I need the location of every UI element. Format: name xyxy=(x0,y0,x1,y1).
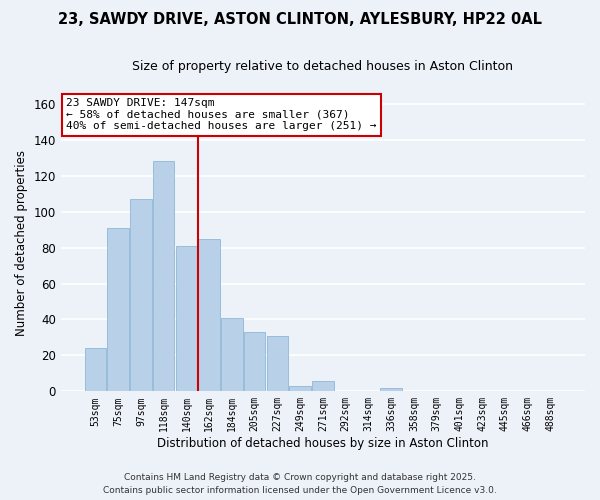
Bar xyxy=(107,228,129,392)
Bar xyxy=(244,332,265,392)
Bar xyxy=(312,380,334,392)
Bar xyxy=(85,348,106,392)
Bar xyxy=(130,199,152,392)
Bar xyxy=(221,318,243,392)
Title: Size of property relative to detached houses in Aston Clinton: Size of property relative to detached ho… xyxy=(133,60,514,73)
Bar xyxy=(176,246,197,392)
Text: 23 SAWDY DRIVE: 147sqm
← 58% of detached houses are smaller (367)
40% of semi-de: 23 SAWDY DRIVE: 147sqm ← 58% of detached… xyxy=(66,98,377,131)
Bar xyxy=(289,386,311,392)
Bar xyxy=(199,238,220,392)
Bar xyxy=(153,162,175,392)
Text: Contains HM Land Registry data © Crown copyright and database right 2025.
Contai: Contains HM Land Registry data © Crown c… xyxy=(103,474,497,495)
Bar xyxy=(380,388,402,392)
X-axis label: Distribution of detached houses by size in Aston Clinton: Distribution of detached houses by size … xyxy=(157,437,488,450)
Bar xyxy=(266,336,288,392)
Text: 23, SAWDY DRIVE, ASTON CLINTON, AYLESBURY, HP22 0AL: 23, SAWDY DRIVE, ASTON CLINTON, AYLESBUR… xyxy=(58,12,542,28)
Y-axis label: Number of detached properties: Number of detached properties xyxy=(15,150,28,336)
